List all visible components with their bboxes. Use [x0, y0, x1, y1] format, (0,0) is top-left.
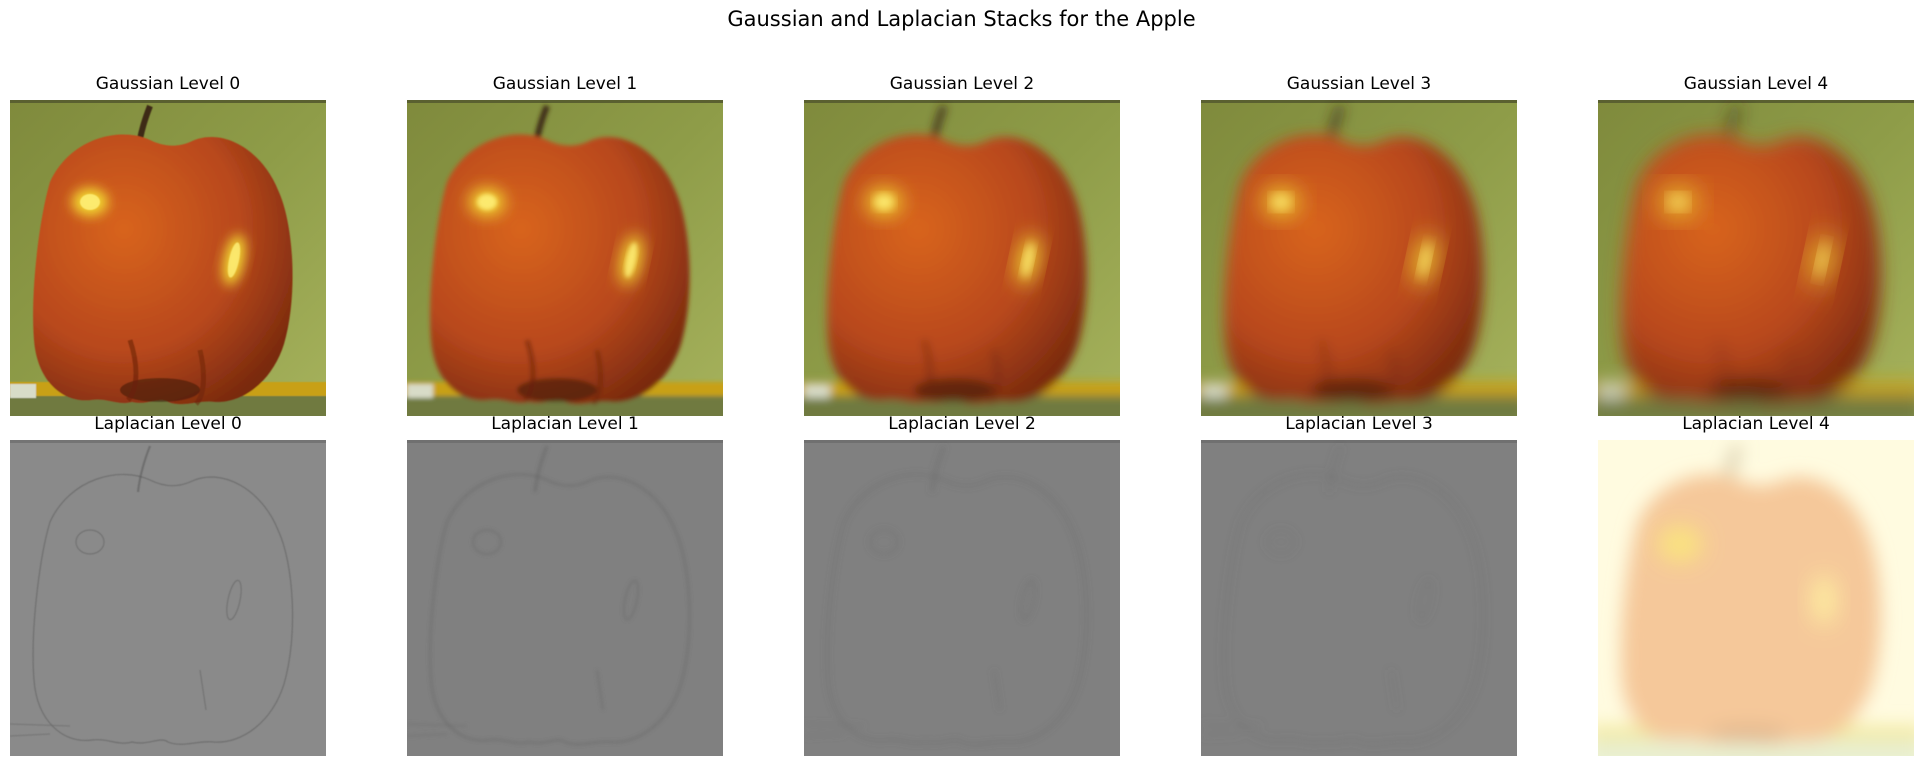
panel-title: Gaussian Level 4 [1683, 74, 1829, 94]
laplacian-image-2 [804, 440, 1120, 756]
panel-title: Gaussian Level 2 [889, 74, 1035, 94]
panel-title: Laplacian Level 1 [491, 414, 639, 434]
gaussian-image-0 [10, 100, 326, 416]
gaussian-image-4 [1598, 100, 1914, 416]
figure-title: Gaussian and Laplacian Stacks for the Ap… [727, 7, 1196, 31]
panel-title: Gaussian Level 3 [1286, 74, 1432, 94]
gaussian-image-1 [407, 100, 723, 416]
panel-title: Laplacian Level 4 [1682, 414, 1830, 434]
laplacian-image-0 [10, 440, 326, 756]
gaussian-image-2 [804, 100, 1120, 416]
panel-title: Laplacian Level 0 [94, 414, 242, 434]
panel-title: Gaussian Level 0 [95, 74, 241, 94]
laplacian-image-3 [1201, 440, 1517, 756]
panel-title: Laplacian Level 2 [888, 414, 1036, 434]
panel-title: Laplacian Level 3 [1285, 414, 1433, 434]
laplacian-image-1 [407, 440, 723, 756]
panel-title: Gaussian Level 1 [492, 74, 638, 94]
laplacian-image-4 [1598, 440, 1914, 756]
gaussian-image-3 [1201, 100, 1517, 416]
